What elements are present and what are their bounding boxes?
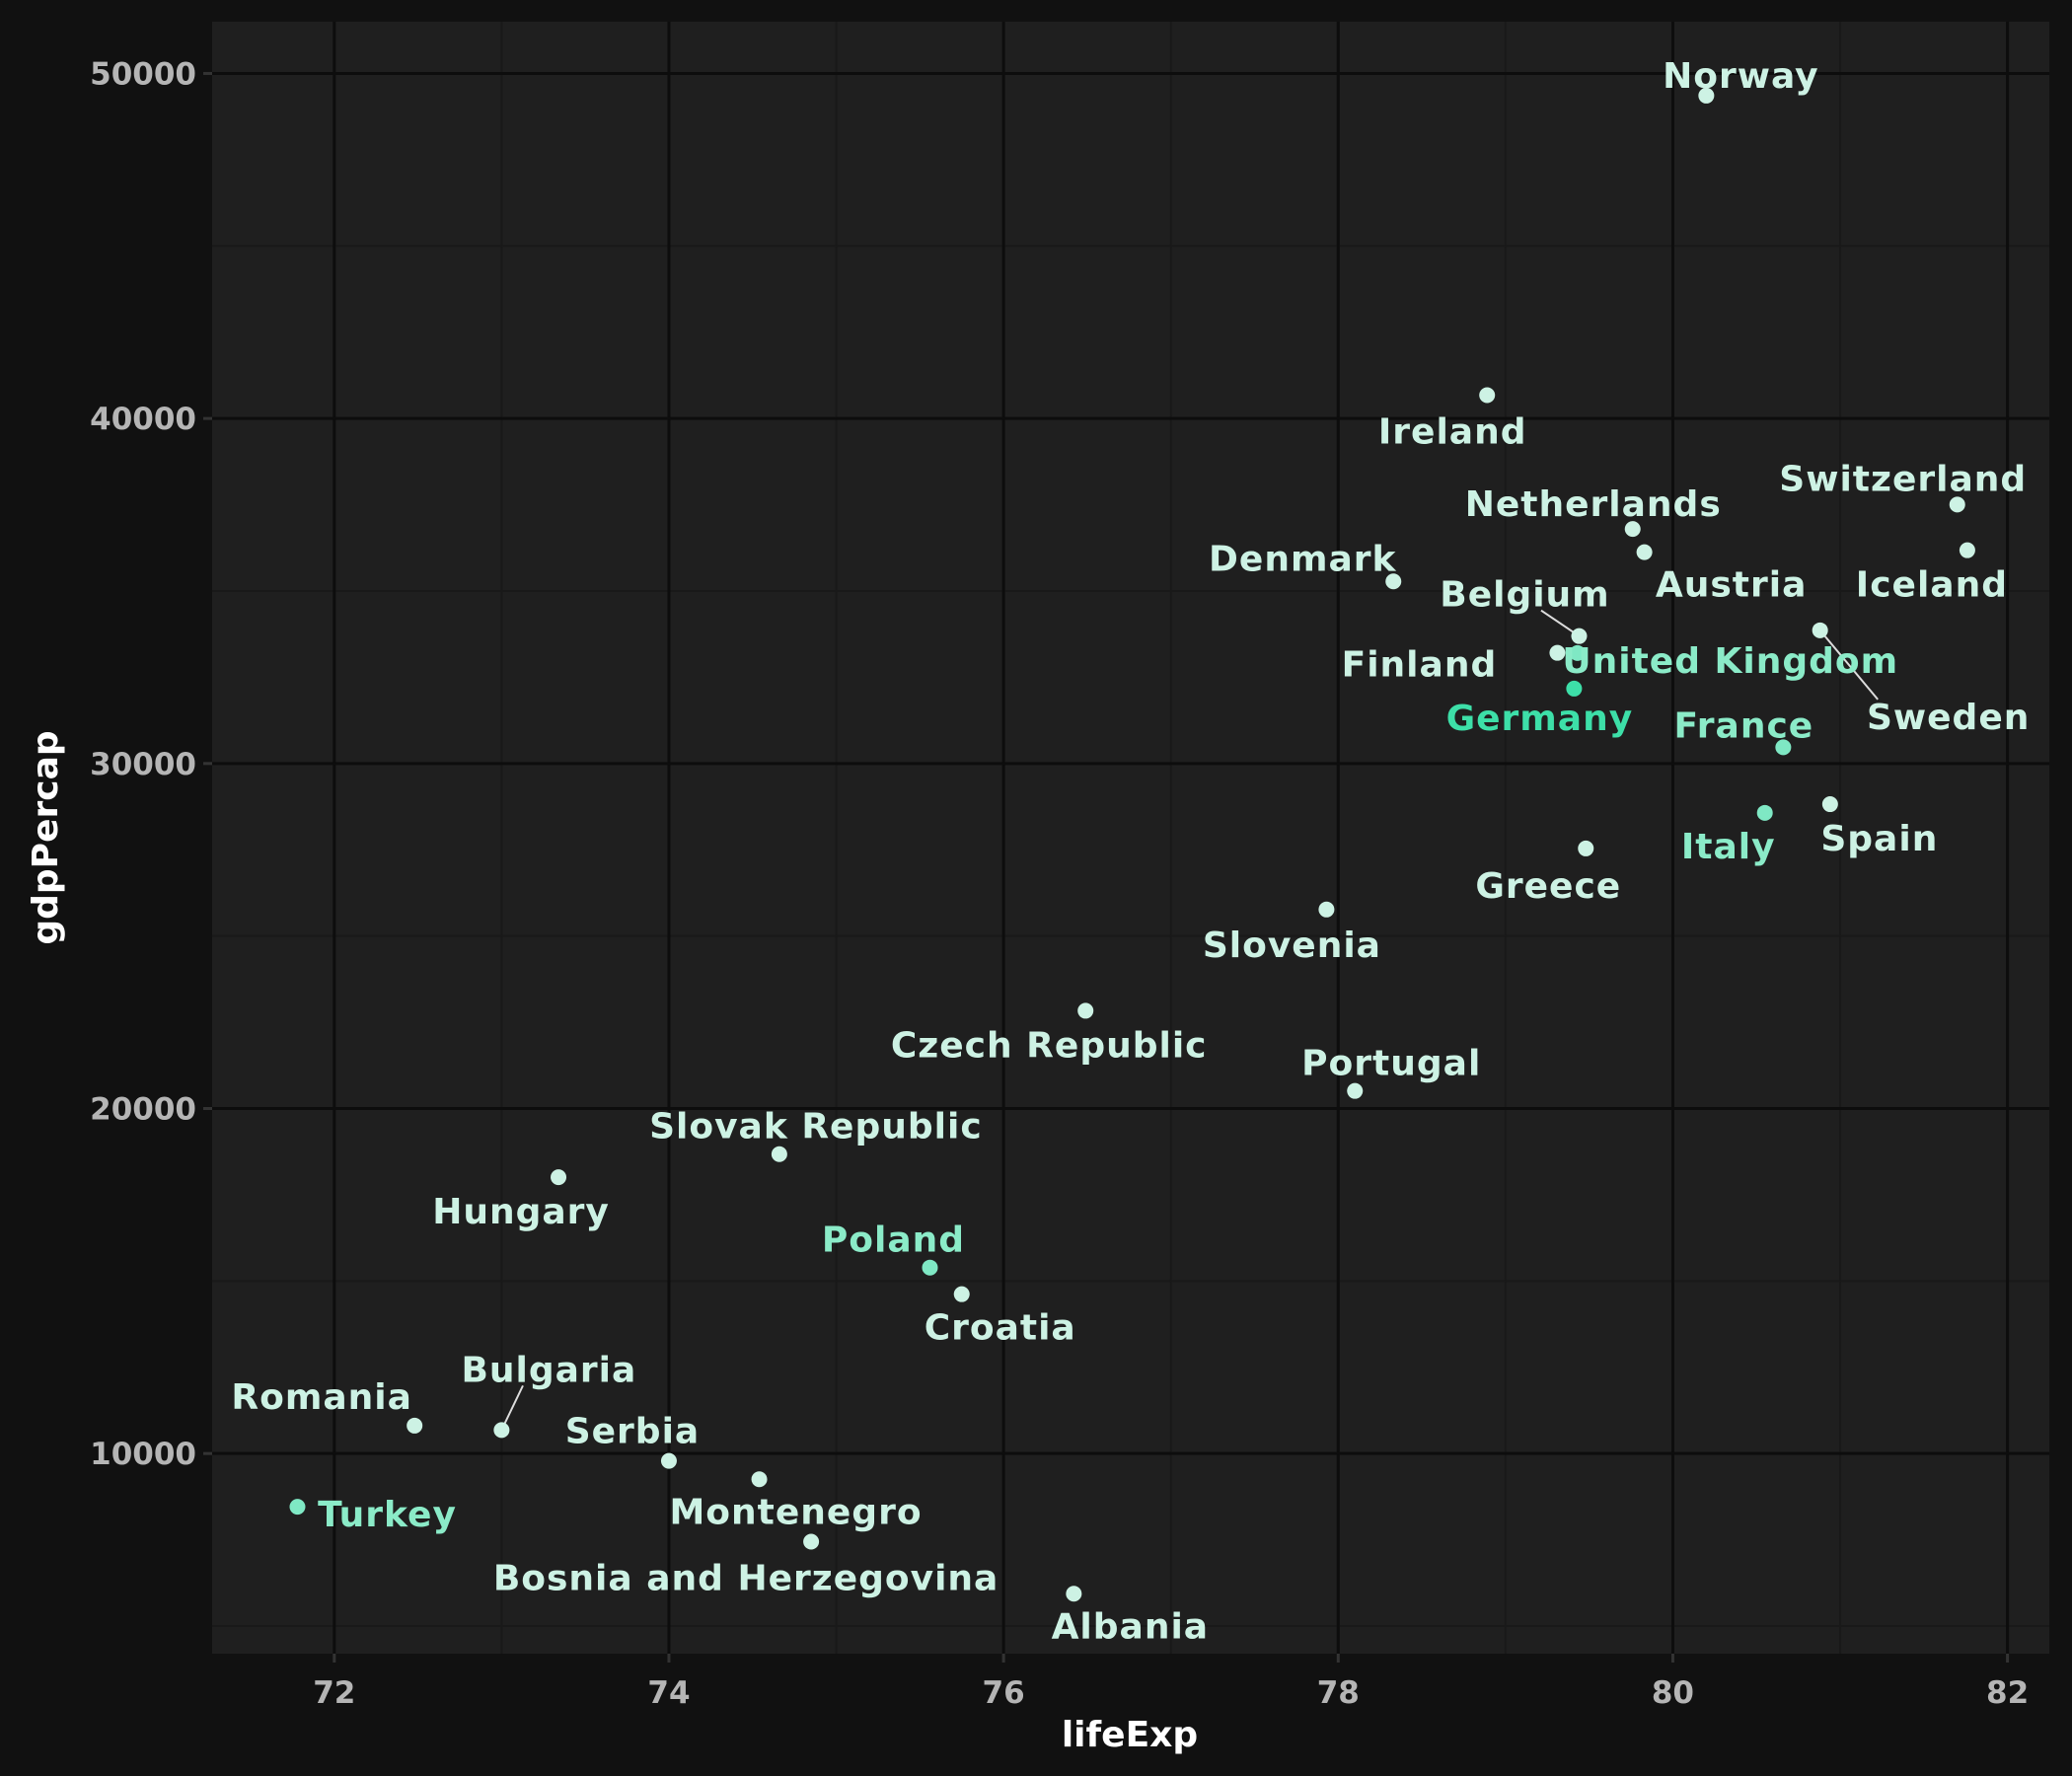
point-albania — [1066, 1586, 1082, 1602]
label-germany: Germany — [1446, 699, 1634, 739]
label-sweden: Sweden — [1867, 698, 2030, 738]
point-netherlands — [1624, 521, 1641, 538]
point-sweden — [1812, 622, 1828, 638]
label-croatia: Croatia — [925, 1308, 1076, 1349]
label-united-kingdom: United Kingdom — [1562, 641, 1898, 682]
label-denmark: Denmark — [1209, 539, 1396, 579]
point-switzerland — [1949, 496, 1965, 513]
label-norway: Norway — [1663, 56, 1819, 97]
label-iceland: Iceland — [1856, 565, 2008, 606]
label-greece: Greece — [1475, 866, 1621, 907]
x-tick-label: 78 — [1317, 1675, 1360, 1711]
label-hungary: Hungary — [432, 1192, 610, 1232]
point-turkey — [289, 1499, 306, 1516]
y-tick-label: 20000 — [90, 1092, 196, 1128]
label-turkey: Turkey — [318, 1495, 457, 1535]
y-tick-label: 10000 — [90, 1437, 196, 1472]
point-austria — [1636, 544, 1653, 560]
y-tick-label: 50000 — [90, 56, 196, 92]
label-serbia: Serbia — [565, 1412, 701, 1452]
label-ireland: Ireland — [1378, 411, 1527, 452]
point-germany — [1566, 680, 1583, 697]
point-slovenia — [1318, 901, 1335, 918]
y-axis-title: gdpPercap — [26, 730, 66, 944]
x-tick-label: 82 — [1986, 1675, 2029, 1711]
y-tick-label: 30000 — [90, 747, 196, 782]
point-bosnia-and-herzegovina — [803, 1533, 820, 1550]
point-france — [1775, 739, 1792, 756]
label-poland: Poland — [822, 1221, 965, 1261]
label-portugal: Portugal — [1301, 1044, 1481, 1084]
label-slovak-republic: Slovak Republic — [649, 1107, 983, 1147]
label-montenegro: Montenegro — [669, 1492, 922, 1532]
point-serbia — [660, 1452, 677, 1469]
point-hungary — [551, 1169, 567, 1186]
label-austria: Austria — [1656, 565, 1808, 606]
label-albania: Albania — [1052, 1606, 1210, 1647]
point-denmark — [1385, 573, 1402, 590]
point-ireland — [1479, 387, 1496, 404]
x-tick-label: 76 — [983, 1675, 1025, 1711]
leader-line-sweden — [1818, 629, 1879, 701]
label-romania: Romania — [231, 1377, 412, 1418]
point-labels: Norway Ireland Switzerland Netherlands Icela… — [231, 56, 2030, 1647]
x-tick-label: 72 — [313, 1675, 355, 1711]
y-tick-label: 40000 — [90, 402, 196, 437]
data-points — [289, 87, 1975, 1602]
label-spain: Spain — [1820, 819, 1938, 859]
axes: 72 74 76 78 80 82 10000 20000 30000 40000 50000 — [90, 56, 2029, 1711]
label-czech-republic: Czech Republic — [891, 1025, 1208, 1066]
plot-panel — [212, 22, 2049, 1654]
point-finland — [1549, 644, 1566, 661]
point-czech-republic — [1077, 1002, 1094, 1019]
point-bulgaria — [493, 1422, 510, 1439]
point-croatia — [953, 1286, 970, 1302]
label-slovenia: Slovenia — [1203, 925, 1381, 966]
point-romania — [407, 1417, 423, 1434]
label-france: France — [1673, 705, 1813, 746]
point-belgium — [1571, 628, 1588, 644]
point-italy — [1756, 804, 1773, 821]
label-italy: Italy — [1681, 827, 1776, 867]
label-finland: Finland — [1342, 645, 1498, 686]
x-tick-label: 74 — [647, 1675, 690, 1711]
point-iceland — [1959, 542, 1975, 558]
gridlines — [212, 22, 2049, 1654]
point-slovak-republic — [771, 1146, 787, 1162]
label-netherlands: Netherlands — [1465, 484, 1722, 525]
leader-line-bulgaria — [500, 1384, 524, 1431]
point-poland — [922, 1259, 938, 1276]
point-united-kingdom — [1569, 644, 1586, 661]
point-spain — [1821, 796, 1838, 813]
point-portugal — [1347, 1082, 1364, 1099]
label-bulgaria: Bulgaria — [461, 1350, 636, 1390]
label-bosnia-and-herzegovina: Bosnia and Herzegovina — [493, 1558, 999, 1598]
point-norway — [1698, 87, 1715, 104]
label-switzerland: Switzerland — [1779, 459, 2027, 499]
point-montenegro — [751, 1471, 768, 1488]
x-axis-title: lifeExp — [1062, 1715, 1198, 1755]
label-belgium: Belgium — [1440, 575, 1609, 616]
x-tick-label: 80 — [1652, 1675, 1694, 1711]
point-greece — [1578, 840, 1594, 856]
